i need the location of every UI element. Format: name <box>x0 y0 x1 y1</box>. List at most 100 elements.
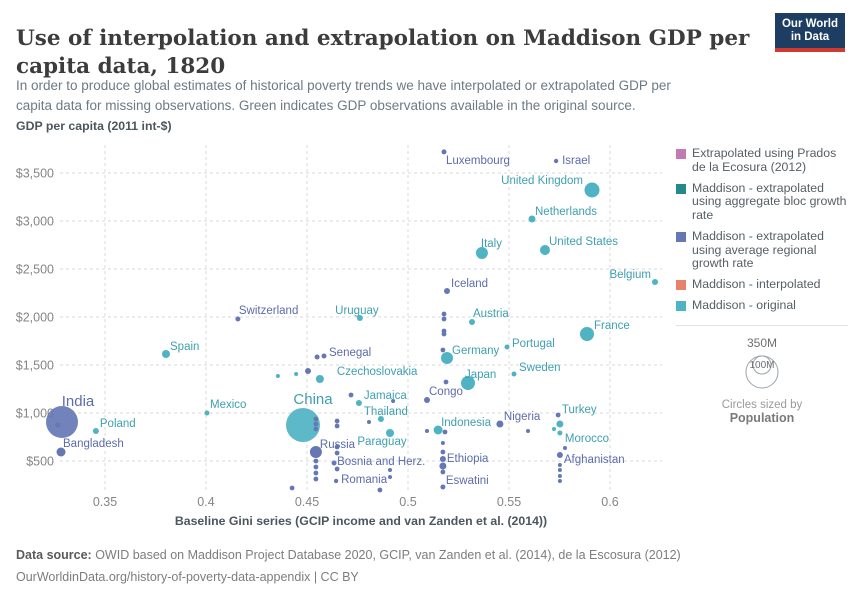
legend-item-interpolated[interactable]: Maddison - interpolated <box>676 277 848 292</box>
data-point-sweden[interactable] <box>511 371 517 377</box>
country-label-morocco: Morocco <box>565 433 609 445</box>
data-point[interactable] <box>552 427 556 431</box>
data-point[interactable] <box>305 368 311 374</box>
country-label-nigeria: Nigeria <box>504 411 541 423</box>
legend-label-regional: Maddison - extrapolated using average re… <box>692 228 824 271</box>
data-point[interactable] <box>557 474 562 478</box>
x-tick-label: 0.55 <box>497 495 521 509</box>
data-point-romania[interactable] <box>333 478 339 484</box>
data-point[interactable] <box>440 441 445 445</box>
data-point-indonesia[interactable] <box>433 425 443 435</box>
data-point-russia[interactable] <box>309 446 322 458</box>
data-point[interactable] <box>441 331 447 337</box>
data-point[interactable] <box>367 420 371 424</box>
data-point-ethiopia[interactable] <box>439 456 446 462</box>
data-point[interactable] <box>526 429 530 433</box>
data-point[interactable] <box>555 412 561 418</box>
country-label-japan: Japan <box>465 369 496 381</box>
data-point[interactable] <box>442 429 448 435</box>
legend-item-prados[interactable]: Extrapolated using Prados de la Ecosura … <box>676 146 848 175</box>
data-point[interactable] <box>557 468 562 472</box>
data-point[interactable] <box>313 476 319 482</box>
data-point-italy[interactable] <box>475 247 488 259</box>
footer-link-line[interactable]: OurWorldinData.org/history-of-poverty-da… <box>16 570 359 584</box>
data-point-thailand[interactable] <box>377 416 384 422</box>
data-point[interactable] <box>440 347 446 353</box>
data-point[interactable] <box>313 458 319 464</box>
data-point-united-kingdom[interactable] <box>584 182 600 198</box>
country-label-portugal: Portugal <box>512 338 555 350</box>
legend-item-original[interactable]: Maddison - original <box>676 298 848 313</box>
data-point-eswatini[interactable] <box>440 484 446 490</box>
data-point-japan[interactable] <box>461 376 475 390</box>
country-label-germany: Germany <box>452 345 500 357</box>
data-point-mexico[interactable] <box>204 410 210 416</box>
data-point-france[interactable] <box>580 327 594 341</box>
data-point[interactable] <box>348 392 354 398</box>
country-label-russia: Russia <box>320 439 356 451</box>
data-point-poland[interactable] <box>92 428 99 434</box>
country-label-congo: Congo <box>429 386 463 398</box>
data-point-senegal[interactable] <box>321 353 327 359</box>
data-point-united-states[interactable] <box>540 245 550 255</box>
data-point-morocco[interactable] <box>557 430 563 436</box>
data-point-switzerland[interactable] <box>235 316 241 322</box>
data-point-portugal[interactable] <box>504 344 510 350</box>
data-point[interactable] <box>388 475 392 479</box>
data-point[interactable] <box>563 446 567 450</box>
data-point-jamaica[interactable] <box>355 400 362 406</box>
data-point-israel[interactable] <box>553 158 559 164</box>
data-point-austria[interactable] <box>469 319 475 325</box>
data-point-belgium[interactable] <box>652 279 658 285</box>
data-point[interactable] <box>388 468 392 472</box>
data-point[interactable] <box>275 374 280 378</box>
data-point[interactable] <box>334 418 340 424</box>
data-point[interactable] <box>334 450 340 456</box>
data-point[interactable] <box>334 423 340 429</box>
data-point[interactable] <box>55 422 61 428</box>
data-point[interactable] <box>313 470 319 476</box>
data-point[interactable] <box>334 466 340 472</box>
data-point[interactable] <box>313 421 319 427</box>
data-point-luxembourg[interactable] <box>441 149 447 155</box>
data-point-bangladesh[interactable] <box>56 447 66 457</box>
data-point[interactable] <box>557 479 562 483</box>
data-point[interactable] <box>443 379 449 385</box>
data-point-afghanistan[interactable] <box>556 452 563 458</box>
data-point[interactable] <box>441 311 447 317</box>
data-point-paraguay[interactable] <box>386 429 394 437</box>
data-point[interactable] <box>439 462 447 470</box>
data-point[interactable] <box>334 444 340 450</box>
data-point-china[interactable] <box>286 408 320 442</box>
data-point[interactable] <box>313 464 319 470</box>
data-point-turkey[interactable] <box>556 420 564 428</box>
data-point-india[interactable] <box>46 406 78 438</box>
legend-item-regional[interactable]: Maddison - extrapolated using average re… <box>676 228 848 271</box>
data-point[interactable] <box>440 449 446 455</box>
legend-item-aggregate[interactable]: Maddison - extrapolated using aggregate … <box>676 181 848 223</box>
data-point[interactable] <box>289 485 295 491</box>
owid-logo[interactable]: Our World in Data <box>775 13 845 52</box>
data-point[interactable] <box>294 372 299 376</box>
data-point[interactable] <box>313 426 319 432</box>
data-point-nigeria[interactable] <box>496 420 504 428</box>
data-point[interactable] <box>377 487 383 493</box>
data-point[interactable] <box>441 316 447 322</box>
data-point-iceland[interactable] <box>444 288 450 294</box>
data-point-czechoslovakia[interactable] <box>315 375 324 383</box>
data-point-netherlands[interactable] <box>528 215 536 223</box>
country-label-uruguay: Uruguay <box>335 305 379 317</box>
data-point[interactable] <box>425 429 429 433</box>
data-point-congo[interactable] <box>424 397 430 403</box>
data-point-spain[interactable] <box>162 350 170 358</box>
data-point-bosnia-and-herz-[interactable] <box>331 460 337 466</box>
data-point[interactable] <box>314 354 320 360</box>
data-point[interactable] <box>440 469 446 475</box>
data-point-uruguay[interactable] <box>356 315 363 321</box>
data-point[interactable] <box>557 463 562 467</box>
country-label-china: China <box>293 391 333 408</box>
data-point[interactable] <box>391 399 396 403</box>
data-point[interactable] <box>313 416 319 422</box>
data-point-germany[interactable] <box>441 352 453 364</box>
country-label-sweden: Sweden <box>519 362 561 374</box>
